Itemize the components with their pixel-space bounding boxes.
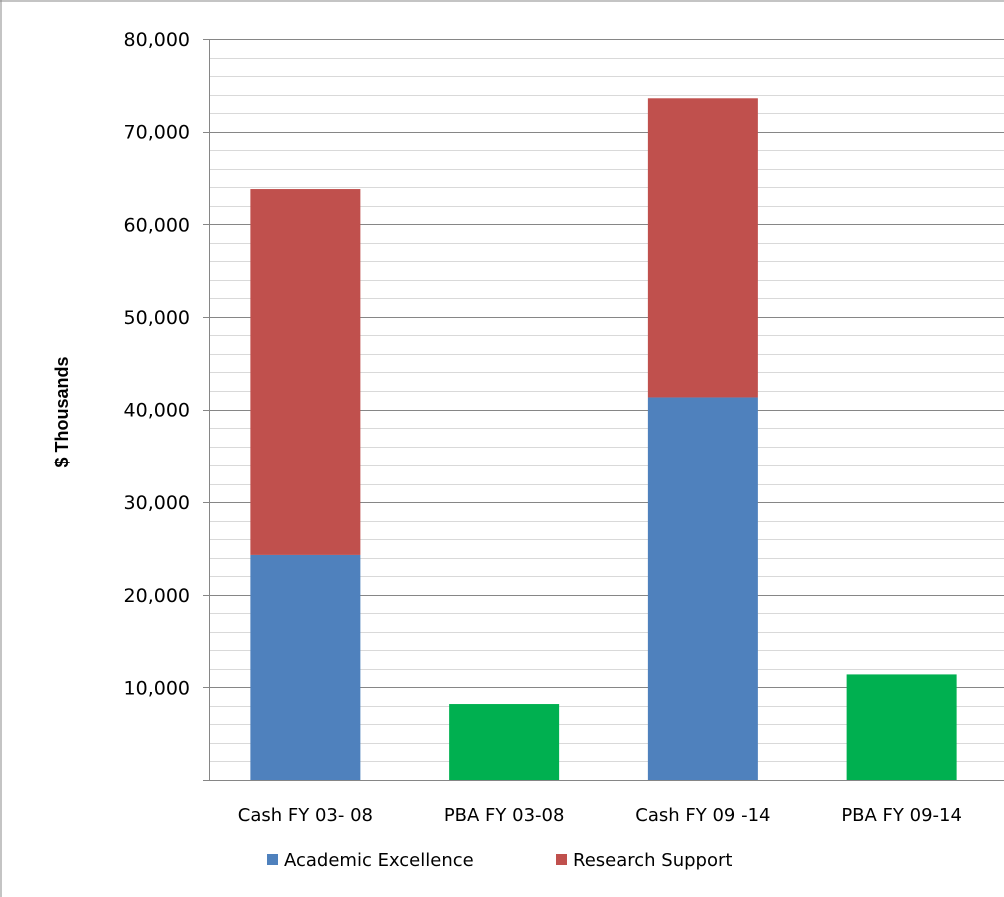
y-tick-label: 80,000 <box>124 29 190 51</box>
y-axis-title: $ Thousands <box>52 356 72 467</box>
x-tick-label: PBA FY 09-14 <box>841 805 962 826</box>
bar-segment <box>647 397 758 780</box>
y-tick-label: 70,000 <box>124 122 190 144</box>
x-tick-label: Cash FY 03- 08 <box>238 805 373 826</box>
legend: Academic Excellence Research Support <box>267 850 732 871</box>
y-tick-label: 10,000 <box>124 677 190 699</box>
y-tick-label: 40,000 <box>124 400 190 422</box>
legend-label: Academic Excellence <box>284 850 474 871</box>
bar-segment <box>647 98 758 398</box>
x-axis-labels: Cash FY 03- 08 PBA FY 03-08 Cash FY 09 -14… <box>238 805 962 826</box>
legend-swatch <box>556 854 567 865</box>
legend-label: Research Support <box>573 850 732 871</box>
bar-segment <box>250 554 361 780</box>
bar-segment <box>449 704 560 780</box>
bars <box>250 98 957 780</box>
x-tick-label: Cash FY 09 -14 <box>635 805 770 826</box>
bar-segment <box>250 189 361 555</box>
y-tick-label: 50,000 <box>124 307 190 329</box>
y-tick-label: 30,000 <box>124 492 190 514</box>
y-tick-label: 60,000 <box>124 214 190 236</box>
x-tick-label: PBA FY 03-08 <box>444 805 565 826</box>
y-axis-ticks: 10,000 20,000 30,000 40,000 50,000 60,000 70,0… <box>124 29 209 699</box>
y-tick-label: 20,000 <box>124 585 190 607</box>
legend-swatch <box>267 854 278 865</box>
bar-segment <box>846 674 957 780</box>
